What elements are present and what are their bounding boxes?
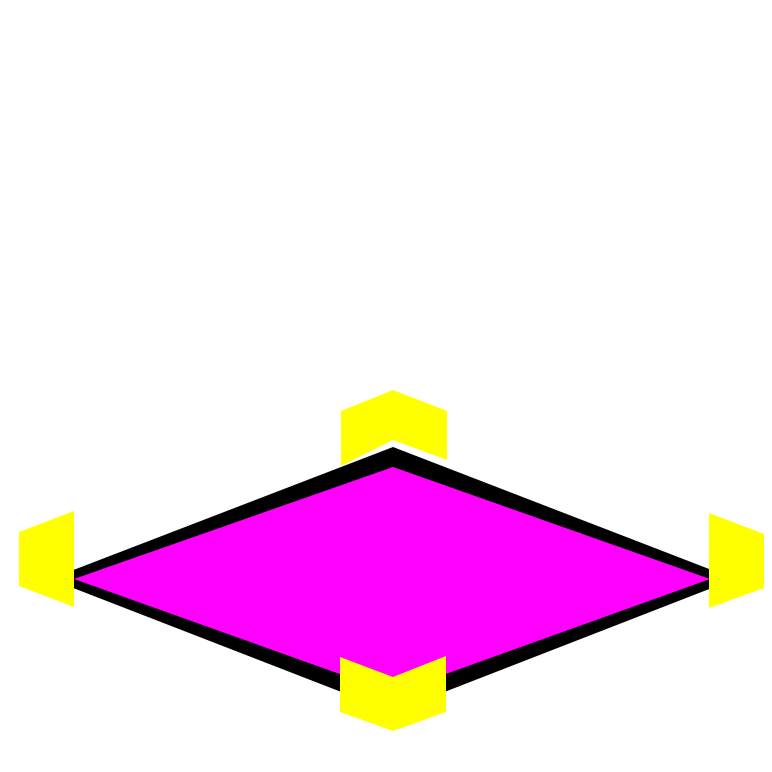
tile-surface — [74, 467, 710, 693]
corner-post-bottom — [340, 656, 446, 731]
corner-post-left — [19, 511, 74, 607]
corner-post-top — [341, 390, 447, 466]
corner-post-right — [709, 513, 764, 608]
